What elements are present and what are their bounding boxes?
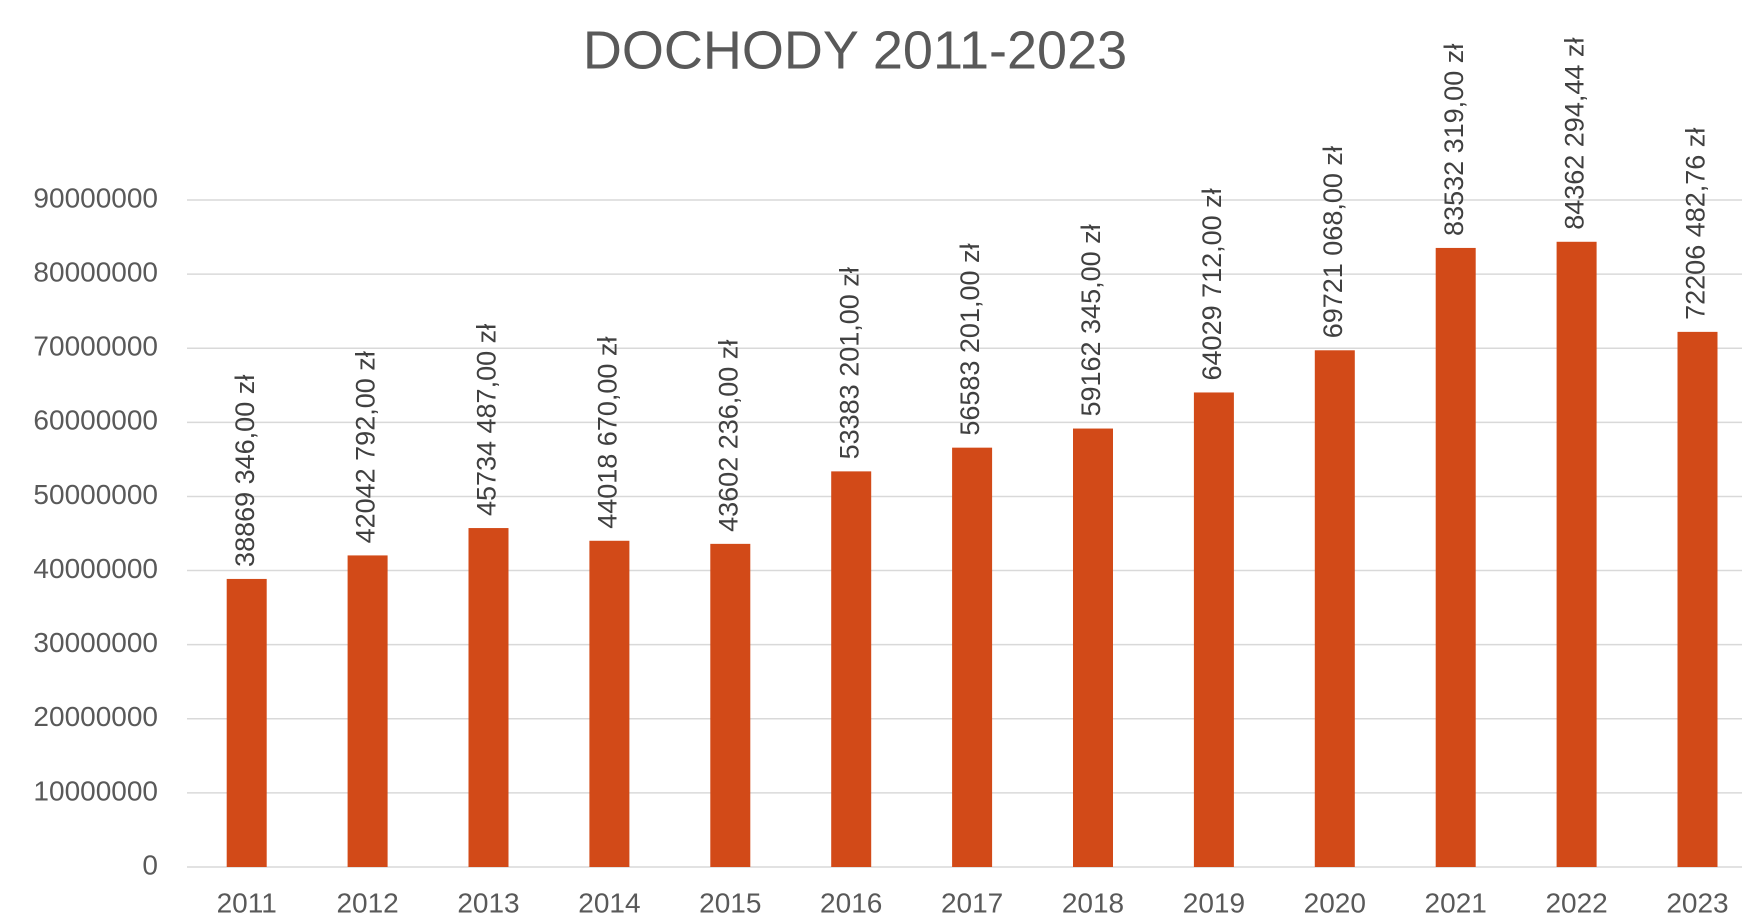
bar	[710, 543, 751, 867]
bar	[1677, 331, 1718, 867]
value-label: 44018 670,00 zł	[593, 337, 623, 529]
value-label: 69721 068,00 zł	[1318, 146, 1348, 338]
value-label: 45734 487,00 zł	[472, 324, 502, 516]
value-label: 38869 346,00 zł	[230, 375, 260, 567]
y-tick-label: 60000000	[33, 405, 158, 436]
x-tick-label: 2022	[1545, 887, 1607, 918]
bar	[1314, 350, 1355, 867]
bar	[1073, 428, 1113, 867]
x-tick-label: 2023	[1666, 887, 1728, 918]
y-tick-label: 80000000	[33, 257, 158, 288]
value-label: 43602 236,00 zł	[713, 340, 743, 532]
value-label: 64029 712,00 zł	[1197, 188, 1227, 380]
bar	[468, 528, 509, 867]
x-tick-label: 2017	[941, 887, 1003, 918]
bar	[1556, 241, 1597, 867]
value-label: 53383 201,00 zł	[834, 267, 864, 459]
bar	[347, 555, 388, 867]
bar	[1435, 247, 1476, 867]
chart-title: DOCHODY 2011-2023	[583, 20, 1127, 80]
value-label: 83532 319,00 zł	[1439, 44, 1469, 236]
y-tick-label: 0	[142, 849, 158, 880]
x-tick-label: 2016	[820, 887, 882, 918]
y-tick-label: 10000000	[33, 775, 158, 806]
bar	[831, 471, 872, 867]
value-label: 72206 482,76 zł	[1681, 128, 1711, 320]
x-tick-label: 2013	[457, 887, 519, 918]
x-tick-label: 2011	[217, 887, 277, 918]
y-tick-label: 30000000	[33, 627, 158, 658]
value-label: 84362 294,44 zł	[1560, 38, 1590, 230]
x-tick-label: 2014	[578, 887, 640, 918]
bar	[226, 578, 267, 867]
x-tick-label: 2019	[1183, 887, 1245, 918]
y-tick-label: 40000000	[33, 553, 158, 584]
bar	[952, 447, 993, 867]
x-tick-label: 2020	[1304, 887, 1366, 918]
value-label: 59162 345,00 zł	[1076, 224, 1106, 416]
y-tick-label: 50000000	[33, 479, 158, 510]
y-tick-label: 70000000	[33, 331, 158, 362]
y-tick-label: 20000000	[33, 701, 158, 732]
y-tick-label: 90000000	[33, 182, 158, 213]
value-label: 42042 792,00 zł	[351, 351, 381, 543]
x-tick-label: 2012	[336, 887, 398, 918]
x-tick-label: 2018	[1062, 887, 1124, 918]
value-label: 56583 201,00 zł	[955, 243, 985, 435]
x-tick-label: 2015	[699, 887, 761, 918]
bar	[1193, 392, 1234, 867]
x-tick-label: 2021	[1425, 887, 1487, 918]
bar	[589, 540, 630, 867]
